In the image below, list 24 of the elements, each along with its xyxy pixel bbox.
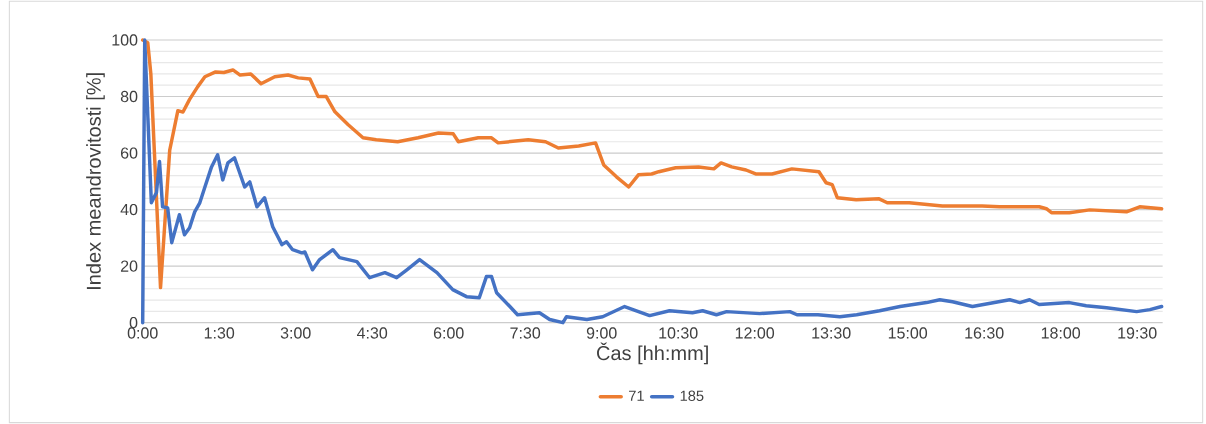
x-tick-label: 0:00 — [127, 327, 158, 339]
y-tick-label: 40 — [120, 203, 138, 216]
x-tick-label: 16:30 — [965, 327, 1004, 339]
x-tick-label: 12:00 — [735, 327, 775, 339]
x-tick-label: 13:30 — [812, 327, 851, 339]
legend-label: 185 — [680, 390, 704, 401]
y-tick-label: 80 — [120, 90, 138, 103]
y-tick-label: 0 — [129, 316, 138, 329]
y-tick-label: 100 — [112, 34, 138, 46]
y-axis-title: Index meandrovitosti [%] — [86, 73, 105, 289]
x-tick-label: 7:30 — [510, 327, 541, 339]
y-tick-label: 20 — [120, 260, 138, 272]
x-axis-title: Čas [hh:mm] — [597, 342, 708, 365]
x-tick-label: 15:00 — [888, 327, 928, 339]
x-tick-label: 1:30 — [204, 327, 235, 339]
legend-label: 71 — [629, 390, 644, 401]
y-tick-label: 60 — [120, 147, 138, 159]
x-tick-label: 6:00 — [433, 327, 464, 339]
x-tick-label: 10:30 — [659, 327, 698, 339]
x-tick-label: 4:30 — [356, 327, 388, 339]
x-tick-label: 9:00 — [586, 327, 617, 339]
x-tick-label: 19:30 — [1118, 327, 1157, 339]
x-tick-label: 3:00 — [280, 327, 311, 339]
x-tick-label: 18:00 — [1041, 327, 1081, 339]
